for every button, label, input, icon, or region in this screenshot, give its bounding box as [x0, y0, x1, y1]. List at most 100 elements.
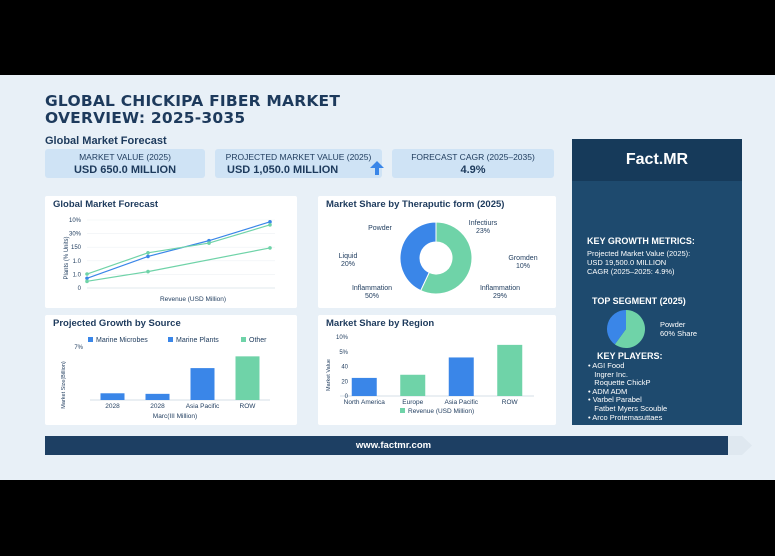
- chart-title: Market Share by Theraputic form (2025): [326, 199, 505, 210]
- y-tick-label: 10%: [336, 335, 349, 341]
- legend-item: Other: [249, 337, 267, 344]
- annotation-label: Liquid: [339, 253, 358, 260]
- forecast-heading: Global Market Forecast: [45, 135, 167, 147]
- kpi-label: FORECAST CAGR (2025–2035): [411, 152, 535, 162]
- footer-url[interactable]: www.factmr.com: [45, 436, 742, 455]
- therapeutic-share-panel: Market Share by Theraputic form (2025) P…: [318, 196, 556, 308]
- data-point: [268, 220, 272, 224]
- y-tick-label: 20: [341, 379, 348, 385]
- y-tick-label: 10%: [69, 218, 82, 224]
- annotation-label: Inflammation: [352, 285, 392, 292]
- kpi-projected-value: PROJECTED MARKET VALUE (2025) USD 1,050.…: [215, 149, 382, 178]
- kpi-label: PROJECTED MARKET VALUE (2025): [225, 152, 372, 162]
- data-point: [85, 272, 89, 276]
- y-tick-label: 7%: [74, 345, 83, 351]
- player-item: Fatbet Myers Scouble: [588, 403, 668, 413]
- slice-label-powder: Powder: [368, 225, 392, 232]
- brand-logo: Fact.MR: [572, 139, 742, 181]
- annotation-pct: 50%: [365, 293, 379, 300]
- x-tick-label: 2028: [150, 403, 165, 410]
- y-tick-label: 40: [341, 365, 348, 371]
- growth-line: Projected Market Value (2025):: [587, 249, 691, 258]
- x-tick-label: North America: [344, 399, 386, 406]
- bar: [448, 357, 474, 396]
- player-item: • Arco Protemasuttaes: [588, 412, 663, 422]
- bar: [351, 377, 377, 396]
- pie-slice-powder: [614, 310, 645, 348]
- line-chart: Plants (% Units) Revenue (USD Million) 0…: [64, 218, 275, 303]
- y-tick-label: 0: [78, 286, 82, 292]
- y-axis-label: Plants (% Units): [64, 236, 70, 279]
- growth-line: USD 19,500.0 MILLION: [587, 258, 667, 267]
- y-tick-label: 150: [71, 245, 82, 251]
- players-heading: KEY PLAYERS:: [597, 351, 663, 361]
- player-item: • ADM ADM: [588, 386, 628, 396]
- slice-pct-infectiurs: 23%: [476, 228, 490, 235]
- x-axis-label: Revenue (USD Million): [160, 296, 226, 303]
- data-point: [207, 241, 211, 245]
- bar: [145, 393, 170, 400]
- slice-label-infectiurs: Infectiurs: [469, 220, 498, 227]
- y-tick-label: 0: [345, 394, 349, 400]
- arrow-up-icon: [370, 161, 384, 175]
- segment-heading: TOP SEGMENT (2025): [592, 296, 686, 306]
- y-tick-label: 30%: [69, 232, 82, 238]
- donut-slice: [399, 221, 437, 292]
- series-line: [86, 221, 271, 279]
- data-point: [146, 269, 150, 274]
- segment-name: Powder: [660, 320, 686, 329]
- bar: [100, 393, 125, 400]
- pie-slice-other: [607, 310, 626, 345]
- x-tick-label: 2028: [105, 403, 120, 410]
- source-bar-chart: Marine Microbes Marine Plants Other Mark…: [61, 337, 270, 420]
- series-line: [86, 224, 271, 275]
- sidebar: Fact.MR KEY GROWTH METRICS: Projected Ma…: [572, 139, 742, 425]
- kpi-market-value: MARKET VALUE (2025) USD 650.0 MILLION: [45, 149, 205, 178]
- annotation-pct: 10%: [516, 263, 530, 270]
- x-axis-label: Marc(III Million): [153, 413, 197, 420]
- bar: [190, 368, 215, 400]
- title-line-2: OVERVIEW: 2025-3035: [45, 109, 246, 127]
- x-tick-label: ROW: [240, 403, 257, 410]
- player-item: • AGI Food: [588, 361, 625, 370]
- player-item: • Varbel Parabel: [588, 395, 642, 405]
- player-item: Roquette ChickP: [588, 378, 651, 388]
- annotation-label: Inflammation: [480, 285, 520, 292]
- legend-item: Marine Microbes: [96, 337, 148, 344]
- players-list: • AGI Food Ingrer Inc. Roquette ChickP • …: [588, 361, 668, 422]
- kpi-label: MARKET VALUE (2025): [79, 152, 171, 162]
- x-tick-label: Asia Pacific: [444, 399, 478, 406]
- page-title: GLOBAL CHICKIPA FIBER MARKET OVERVIEW: 2…: [45, 93, 565, 127]
- region-bar-chart: Market Value Revenue (USD Million) North…: [326, 335, 534, 415]
- annotation-pct: 20%: [341, 261, 355, 268]
- kpi-value: USD 1,050.0 MILLION: [227, 164, 339, 176]
- growth-by-source-panel: Projected Growth by Source Marine Microb…: [45, 315, 297, 425]
- y-tick-label: 1.0: [73, 272, 82, 278]
- y-axis-label: Market Size(Billion): [61, 361, 67, 409]
- data-point: [146, 254, 150, 259]
- segment-pie: [607, 310, 645, 348]
- title-line-1: GLOBAL CHICKIPA FIBER MARKET: [45, 92, 341, 110]
- footer-arrow-icon: [728, 436, 752, 455]
- x-tick-label: Europe: [402, 399, 423, 406]
- chart-title: Projected Growth by Source: [53, 318, 181, 329]
- forecast-line-panel: Global Market Forecast Plants (% Units) …: [45, 196, 297, 308]
- data-point: [268, 223, 272, 227]
- player-item: Ingrer Inc.: [588, 369, 629, 379]
- y-tick-label: 1.0: [73, 259, 82, 265]
- legend-item: Marine Plants: [176, 337, 219, 344]
- chart-title: Global Market Forecast: [53, 199, 159, 210]
- bar: [235, 356, 260, 400]
- annotation-label: Gromden: [508, 255, 537, 262]
- donut-chart: Powder Infectiurs 23% Liquid 20% Gromden…: [339, 220, 538, 300]
- data-point: [146, 250, 150, 255]
- annotation-pct: 29%: [493, 293, 507, 300]
- y-axis-label: Market Value: [326, 359, 332, 391]
- data-point: [85, 279, 89, 284]
- data-point: [268, 246, 272, 250]
- bar: [497, 344, 523, 396]
- donut-slice: [420, 221, 473, 295]
- chart-title: Market Share by Region: [326, 318, 435, 329]
- data-point: [85, 276, 89, 281]
- kpi-forecast-cagr: FORECAST CAGR (2025–2035) 4.9%: [392, 149, 554, 178]
